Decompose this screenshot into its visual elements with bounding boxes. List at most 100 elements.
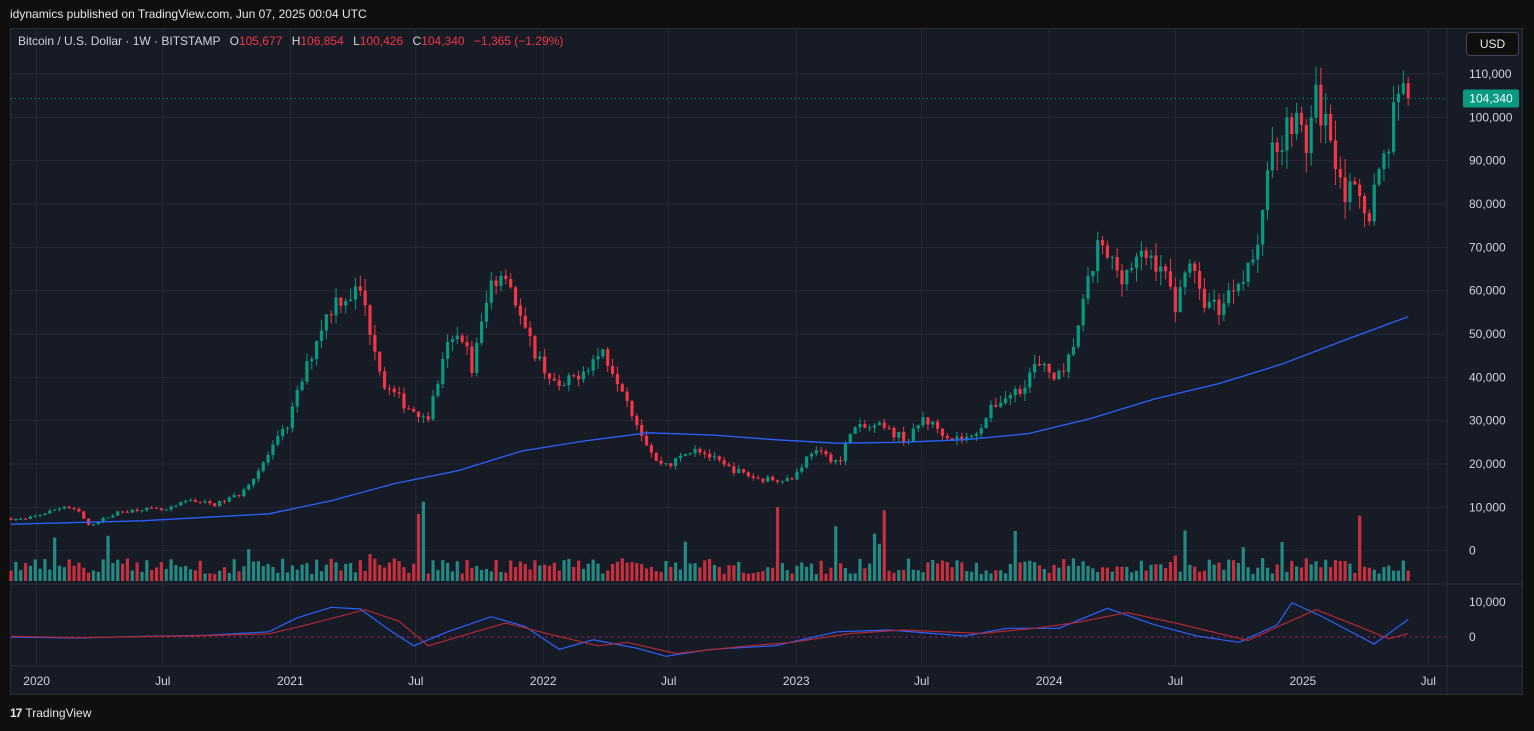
- candle-body: [1096, 240, 1100, 272]
- candle-body: [819, 450, 823, 452]
- volume-bar: [339, 570, 343, 581]
- candle-body: [1270, 142, 1274, 171]
- candle-body: [305, 361, 309, 382]
- candle-body: [436, 384, 440, 396]
- candle-body: [1314, 84, 1318, 118]
- candle-body: [344, 300, 348, 306]
- volume-bar: [193, 570, 197, 581]
- volume-bar: [882, 510, 886, 581]
- candle-body: [586, 370, 590, 372]
- open-label: O: [229, 34, 239, 48]
- volume-bar: [421, 501, 425, 581]
- candle-body: [630, 401, 634, 417]
- candle-body: [329, 314, 333, 316]
- volume-bar: [620, 558, 624, 581]
- candle-body: [567, 375, 571, 386]
- currency-button[interactable]: USD: [1466, 32, 1519, 56]
- candle-body: [1149, 255, 1153, 258]
- candle-body: [712, 456, 717, 458]
- volume-bar: [1382, 567, 1386, 581]
- volume-bar: [436, 569, 440, 581]
- volume-bar: [1008, 563, 1012, 581]
- candle-body: [1372, 184, 1376, 222]
- candle-body: [193, 500, 197, 502]
- volume-bar: [358, 560, 362, 581]
- volume-bar: [533, 560, 537, 581]
- candle-body: [72, 508, 76, 510]
- volume-bar: [1110, 571, 1114, 581]
- volume-bar: [48, 569, 52, 581]
- volume-bar: [557, 570, 561, 581]
- volume-bar: [179, 566, 183, 581]
- volume-bar: [572, 566, 576, 581]
- candle-body: [795, 471, 799, 480]
- candle-body: [1401, 83, 1405, 94]
- candle-body: [213, 503, 217, 507]
- candle-body: [1241, 281, 1245, 284]
- volume-bar: [1028, 560, 1032, 581]
- volume-bar: [271, 566, 275, 581]
- candle-body: [858, 424, 862, 428]
- volume-bar: [1304, 558, 1308, 581]
- candle-body: [601, 349, 605, 357]
- volume-bar: [62, 567, 66, 581]
- volume-bar: [1013, 531, 1017, 581]
- tradingview-logo[interactable]: 17 TradingView: [10, 706, 91, 720]
- candle-body: [169, 506, 173, 510]
- volume-bar: [504, 572, 508, 581]
- volume-bar: [324, 564, 328, 581]
- candle-body: [373, 334, 377, 352]
- volume-bar: [106, 535, 110, 581]
- volume-bar: [800, 562, 804, 581]
- candle-body: [1105, 245, 1110, 258]
- candle-body: [57, 508, 62, 510]
- candle-body: [979, 428, 983, 434]
- symbol-description[interactable]: Bitcoin / U.S. Dollar · 1W · BITSTAMP: [18, 34, 221, 48]
- candle-body: [693, 448, 697, 454]
- candle-body: [145, 507, 149, 511]
- volume-bar: [838, 563, 843, 581]
- candle-body: [378, 351, 382, 372]
- candle-body: [591, 359, 595, 371]
- candle-body: [300, 381, 304, 391]
- volume-bar: [96, 571, 100, 581]
- volume-bar: [790, 573, 794, 581]
- time-tick-label: Jul: [1421, 674, 1436, 688]
- candle-body: [489, 280, 493, 303]
- volume-bar: [1343, 561, 1347, 581]
- volume-bar: [1212, 564, 1216, 581]
- volume-bar: [140, 571, 144, 581]
- volume-bar: [528, 569, 532, 581]
- volume-bar: [1387, 565, 1391, 581]
- candle-body: [1309, 117, 1313, 154]
- candle-body: [610, 365, 615, 374]
- volume-bar: [266, 563, 270, 581]
- volume-bar: [218, 570, 222, 581]
- volume-bar: [164, 569, 168, 581]
- volume-bar: [460, 573, 464, 581]
- candle-body: [892, 427, 896, 438]
- candle-body: [421, 416, 425, 418]
- candle-body: [232, 495, 236, 498]
- moving-average-line: [10, 316, 1409, 525]
- volume-bar: [198, 560, 202, 581]
- volume-bar: [1324, 559, 1328, 581]
- volume-bar: [479, 569, 484, 581]
- volume-bar: [431, 560, 435, 581]
- volume-bar: [960, 562, 964, 581]
- volume-bar: [683, 541, 687, 581]
- volume-bar: [1367, 567, 1371, 581]
- candle-body: [1086, 276, 1090, 299]
- volume-bar: [698, 567, 702, 581]
- candle-body: [1358, 184, 1362, 196]
- candle-body: [1057, 370, 1061, 380]
- volume-bar: [562, 560, 566, 581]
- volume-bar: [586, 563, 590, 581]
- candle-body: [581, 371, 586, 380]
- time-tick-label: 2021: [277, 674, 304, 688]
- price-tick-label: 10,000: [1469, 500, 1506, 514]
- volume-bar: [984, 570, 988, 581]
- volume-bar: [470, 567, 474, 581]
- volume-bar: [644, 568, 649, 581]
